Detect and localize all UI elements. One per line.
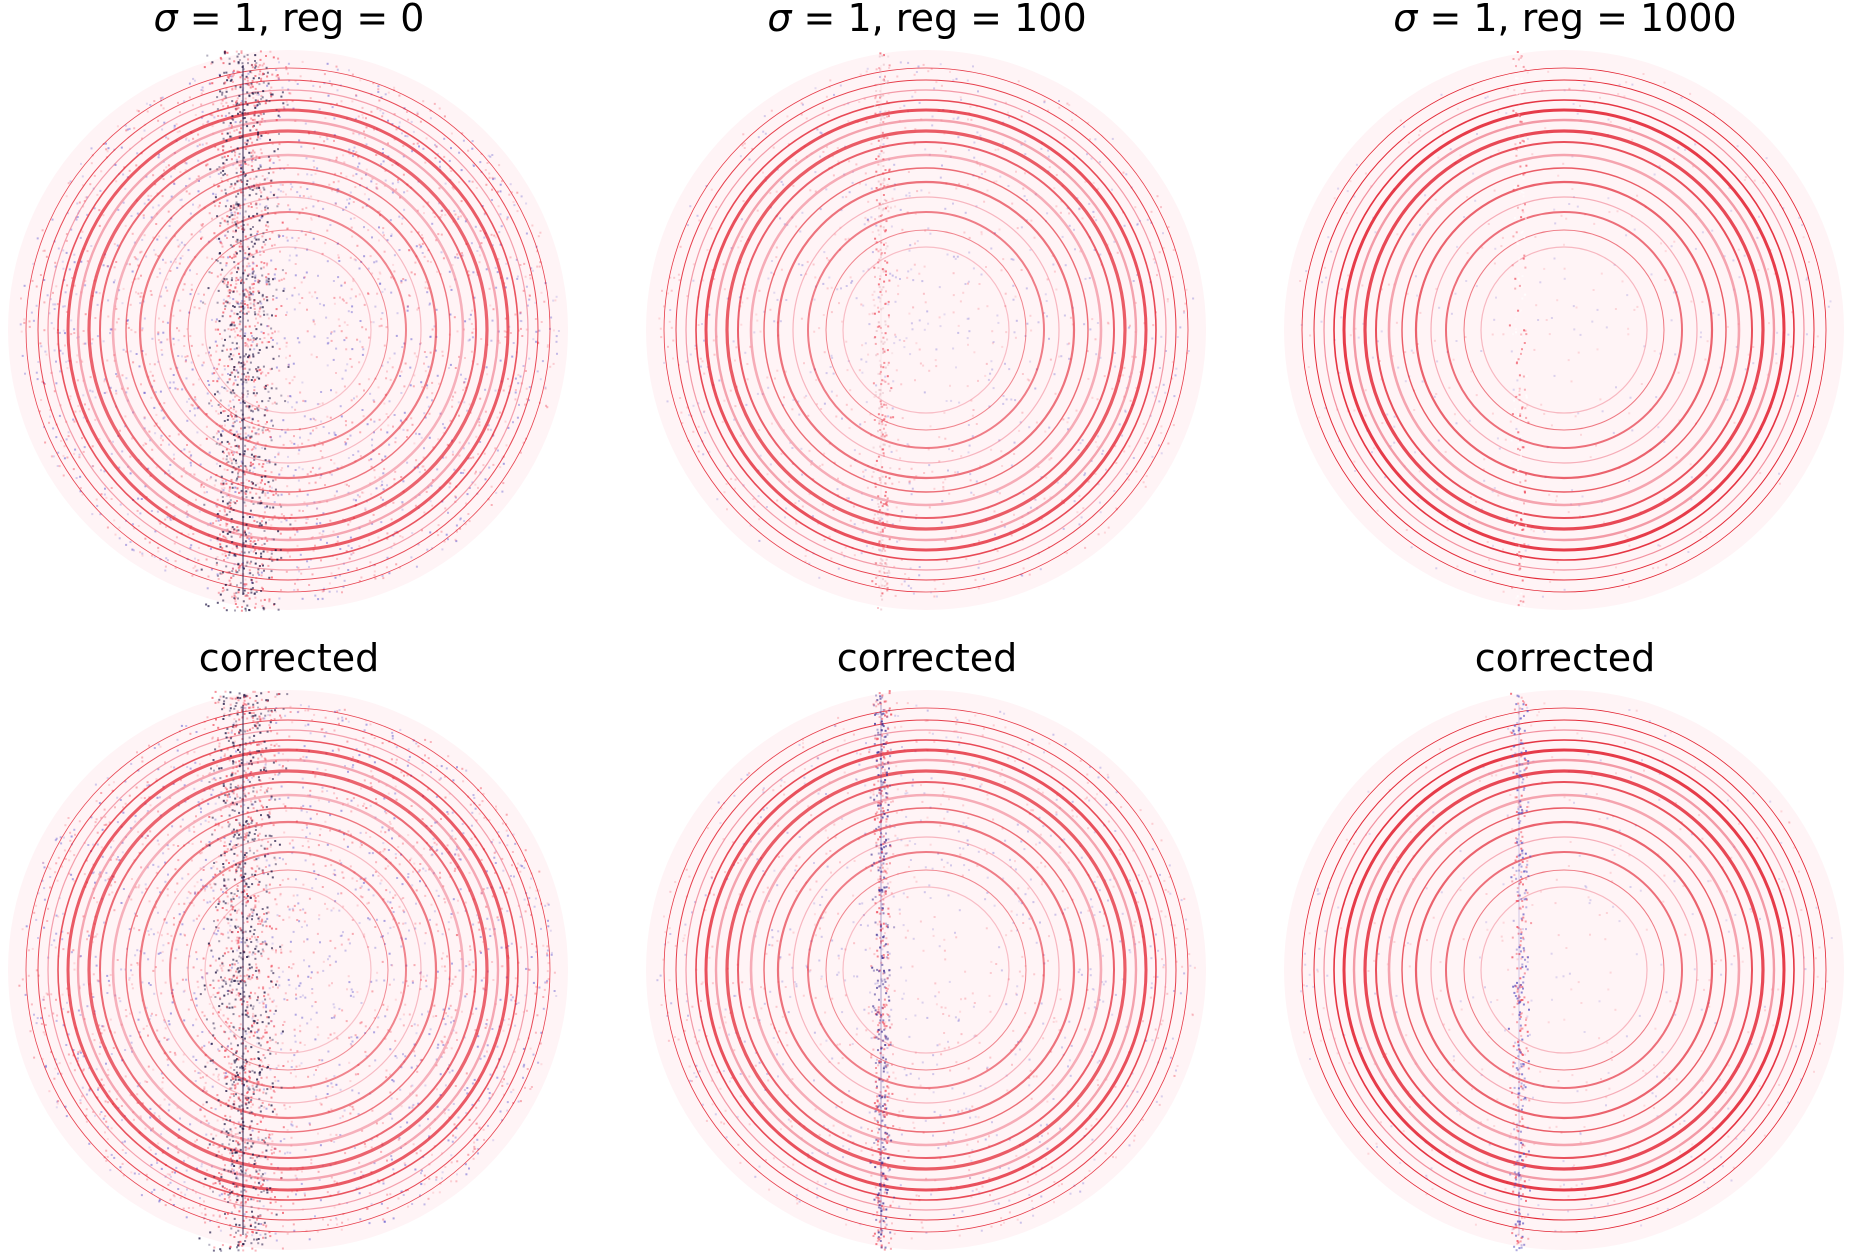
title-text: = 1, reg = 0 — [177, 0, 425, 40]
title-text: corrected — [836, 636, 1018, 680]
panel-title-2: σ = 1, reg = 100 — [627, 0, 1227, 40]
panel-title-5: corrected — [627, 636, 1227, 680]
sigma-symbol: σ — [767, 0, 792, 40]
panel-title-3: σ = 1, reg = 1000 — [1265, 0, 1851, 40]
diffraction-image-3 — [1279, 47, 1849, 612]
diffraction-image-2 — [641, 47, 1211, 612]
title-text: corrected — [198, 636, 380, 680]
sigma-symbol: σ — [153, 0, 178, 40]
diffraction-image-4 — [3, 687, 573, 1252]
panel-title-6: corrected — [1265, 636, 1851, 680]
title-text: corrected — [1474, 636, 1656, 680]
panel-title-1: σ = 1, reg = 0 — [0, 0, 589, 40]
panel-title-4: corrected — [0, 636, 589, 680]
diffraction-image-6 — [1279, 687, 1849, 1252]
diffraction-image-5 — [641, 687, 1211, 1252]
title-text: = 1, reg = 100 — [791, 0, 1087, 40]
title-text: = 1, reg = 1000 — [1417, 0, 1737, 40]
diffraction-image-1 — [3, 47, 573, 612]
sigma-symbol: σ — [1393, 0, 1418, 40]
